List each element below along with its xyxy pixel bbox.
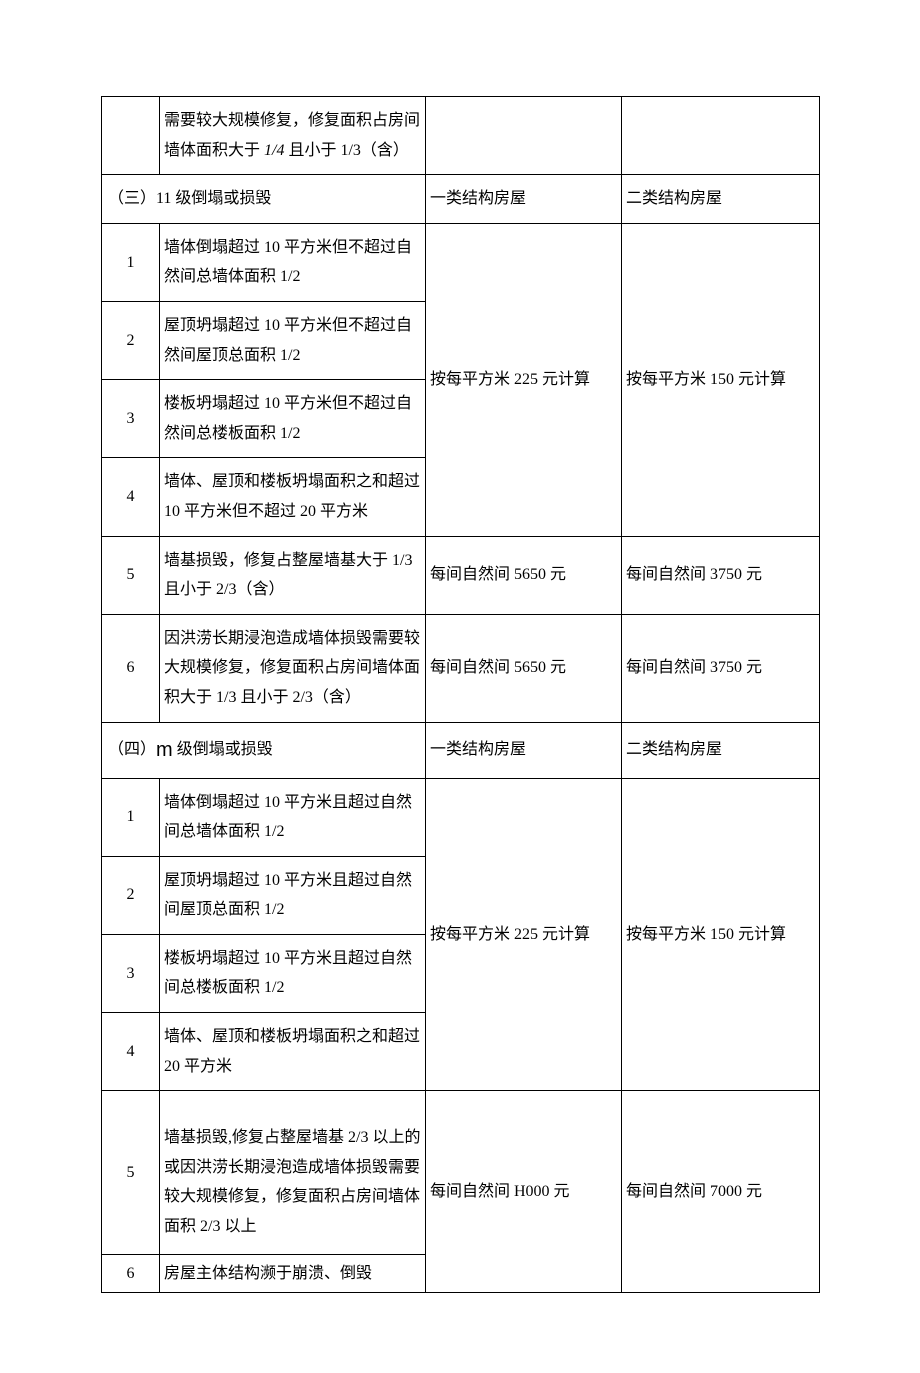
table-row: 5 墙基损毁，修复占整屋墙基大于 1/3 且小于 2/3（含） 每间自然间 56… — [102, 536, 820, 614]
row-index: 5 — [102, 1091, 160, 1254]
row-desc: 房屋主体结构濒于崩溃、倒毁 — [160, 1254, 426, 1293]
section-header-row: （四）m 级倒塌或损毁 一类结构房屋 二类结构房屋 — [102, 722, 820, 778]
section-header-row: （三）11 级倒塌或损毁 一类结构房屋 二类结构房屋 — [102, 175, 820, 224]
price-type1: 每间自然间 5650 元 — [426, 536, 622, 614]
row-desc: 楼板坍塌超过 10 平方米且超过自然间总楼板面积 1/2 — [160, 934, 426, 1012]
price-type1: 按每平方米 225 元计算 — [426, 778, 622, 1091]
price-type2: 每间自然间 3750 元 — [622, 536, 820, 614]
row-index: 6 — [102, 614, 160, 722]
row-index: 4 — [102, 458, 160, 536]
row-index: 3 — [102, 380, 160, 458]
row-index: 5 — [102, 536, 160, 614]
compensation-table: 需要较大规模修复，修复面积占房间墙体面积大于 1/4 且小于 1/3（含） （三… — [101, 96, 820, 1293]
price-type2: 每间自然间 3750 元 — [622, 614, 820, 722]
table-row: 1 墙体倒塌超过 10 平方米且超过自然间总墙体面积 1/2 按每平方米 225… — [102, 778, 820, 856]
row-desc: 墙体、屋顶和楼板坍塌面积之和超过 10 平方米但不超过 20 平方米 — [160, 458, 426, 536]
row-index — [102, 97, 160, 175]
row-desc: 需要较大规模修复，修复面积占房间墙体面积大于 1/4 且小于 1/3（含） — [160, 97, 426, 175]
title-roman: m — [156, 739, 173, 761]
row-index: 2 — [102, 301, 160, 379]
type2-header: 二类结构房屋 — [622, 722, 820, 778]
table-row: 5 墙基损毁,修复占整屋墙基 2/3 以上的或因洪涝长期浸泡造成墙体损毁需要较大… — [102, 1091, 820, 1254]
row-desc: 墙基损毁,修复占整屋墙基 2/3 以上的或因洪涝长期浸泡造成墙体损毁需要较大规模… — [160, 1091, 426, 1254]
row-desc: 楼板坍塌超过 10 平方米但不超过自然间总楼板面积 1/2 — [160, 380, 426, 458]
row-desc: 墙体倒塌超过 10 平方米但不超过自然间总墙体面积 1/2 — [160, 223, 426, 301]
type1-header: 一类结构房屋 — [426, 722, 622, 778]
row-desc: 屋顶坍塌超过 10 平方米且超过自然间屋顶总面积 1/2 — [160, 856, 426, 934]
row-desc: 墙基损毁，修复占整屋墙基大于 1/3 且小于 2/3（含） — [160, 536, 426, 614]
row-index: 6 — [102, 1254, 160, 1293]
price-type1: 每间自然间 H000 元 — [426, 1091, 622, 1293]
row-index: 4 — [102, 1013, 160, 1091]
row-desc: 墙体、屋顶和楼板坍塌面积之和超过 20 平方米 — [160, 1013, 426, 1091]
type2-header: 二类结构房屋 — [622, 175, 820, 224]
price-type2: 按每平方米 150 元计算 — [622, 223, 820, 536]
row-desc: 墙体倒塌超过 10 平方米且超过自然间总墙体面积 1/2 — [160, 778, 426, 856]
row-type1 — [426, 97, 622, 175]
title-prefix: （四） — [108, 741, 156, 758]
price-type1: 每间自然间 5650 元 — [426, 614, 622, 722]
type1-header: 一类结构房屋 — [426, 175, 622, 224]
row-index: 1 — [102, 223, 160, 301]
row-index: 3 — [102, 934, 160, 1012]
row-index: 1 — [102, 778, 160, 856]
section-title: （三）11 级倒塌或损毁 — [102, 175, 426, 224]
table-row: 6 因洪涝长期浸泡造成墙体损毁需要较大规模修复，修复面积占房间墙体面积大于 1/… — [102, 614, 820, 722]
table-row: 1 墙体倒塌超过 10 平方米但不超过自然间总墙体面积 1/2 按每平方米 22… — [102, 223, 820, 301]
row-desc: 因洪涝长期浸泡造成墙体损毁需要较大规模修复，修复面积占房间墙体面积大于 1/3 … — [160, 614, 426, 722]
price-type1: 按每平方米 225 元计算 — [426, 223, 622, 536]
row-desc: 屋顶坍塌超过 10 平方米但不超过自然间屋顶总面积 1/2 — [160, 301, 426, 379]
price-type2: 按每平方米 150 元计算 — [622, 778, 820, 1091]
price-type2: 每间自然间 7000 元 — [622, 1091, 820, 1293]
table-row: 需要较大规模修复，修复面积占房间墙体面积大于 1/4 且小于 1/3（含） — [102, 97, 820, 175]
title-suffix: 级倒塌或损毁 — [173, 741, 273, 758]
row-type2 — [622, 97, 820, 175]
row-index: 2 — [102, 856, 160, 934]
section-title: （四）m 级倒塌或损毁 — [102, 722, 426, 778]
